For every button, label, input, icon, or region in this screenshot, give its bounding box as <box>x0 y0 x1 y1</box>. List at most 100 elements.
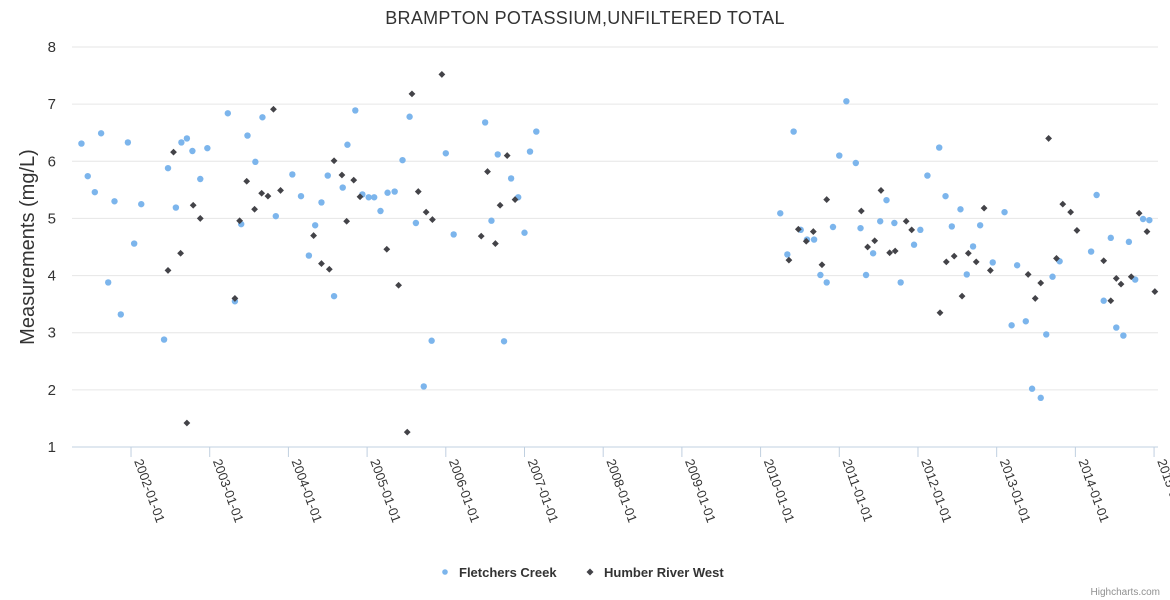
data-point[interactable] <box>311 222 319 229</box>
data-point[interactable] <box>1087 248 1095 255</box>
data-point[interactable] <box>252 158 259 166</box>
data-point[interactable] <box>1146 216 1153 224</box>
data-point[interactable] <box>972 258 980 266</box>
data-point[interactable] <box>172 204 180 211</box>
data-point[interactable] <box>1037 279 1045 287</box>
data-point[interactable] <box>908 226 916 234</box>
data-point[interactable] <box>871 237 879 245</box>
data-point[interactable] <box>164 164 172 172</box>
data-point[interactable] <box>857 224 864 232</box>
data-point[interactable] <box>1117 280 1125 288</box>
data-point[interactable] <box>204 144 211 152</box>
data-point[interactable] <box>891 247 899 255</box>
data-point[interactable] <box>428 337 435 344</box>
data-point[interactable] <box>1131 276 1139 283</box>
data-point[interactable] <box>1100 297 1107 304</box>
data-point[interactable] <box>310 232 317 239</box>
data-point[interactable] <box>777 210 784 217</box>
data-point[interactable] <box>936 309 944 317</box>
data-point[interactable] <box>843 98 850 105</box>
data-point[interactable] <box>948 223 956 230</box>
data-point[interactable] <box>391 188 398 195</box>
data-point[interactable] <box>869 250 877 257</box>
data-point[interactable] <box>790 128 797 135</box>
data-point[interactable] <box>488 217 495 224</box>
data-point[interactable] <box>1013 262 1021 269</box>
data-point[interactable] <box>785 256 793 264</box>
data-point[interactable] <box>963 271 970 278</box>
data-point[interactable] <box>164 267 172 274</box>
data-point[interactable] <box>236 217 244 225</box>
data-point[interactable] <box>1053 255 1060 262</box>
data-point[interactable] <box>477 232 485 240</box>
data-point[interactable] <box>794 225 802 233</box>
data-point[interactable] <box>521 229 528 236</box>
data-point[interactable] <box>117 311 124 318</box>
data-point[interactable] <box>289 171 296 178</box>
data-point[interactable] <box>507 175 515 182</box>
credits-link[interactable]: Highcharts.com <box>1091 587 1160 598</box>
data-point[interactable] <box>823 196 831 203</box>
data-point[interactable] <box>178 139 185 146</box>
data-point[interactable] <box>877 218 884 225</box>
data-point[interactable] <box>183 419 191 427</box>
data-point[interactable] <box>810 236 818 243</box>
data-point[interactable] <box>1107 297 1115 305</box>
data-point[interactable] <box>957 206 964 213</box>
data-point[interactable] <box>500 338 508 345</box>
data-point[interactable] <box>356 193 364 201</box>
data-point[interactable] <box>111 198 118 205</box>
data-point[interactable] <box>1107 234 1114 242</box>
data-point[interactable] <box>305 252 313 259</box>
data-point[interactable] <box>258 189 266 197</box>
data-point[interactable] <box>829 223 837 231</box>
data-point[interactable] <box>886 249 894 257</box>
data-point[interactable] <box>395 281 402 289</box>
data-point[interactable] <box>496 201 504 209</box>
data-point[interactable] <box>809 228 817 235</box>
data-point[interactable] <box>243 177 251 185</box>
data-point[interactable] <box>784 251 791 258</box>
data-point[interactable] <box>924 172 931 179</box>
data-point[interactable] <box>818 261 826 269</box>
data-point[interactable] <box>910 241 918 248</box>
data-point[interactable] <box>259 114 266 121</box>
data-point[interactable] <box>352 107 359 114</box>
data-point[interactable] <box>442 150 450 157</box>
data-point[interactable] <box>1059 200 1067 208</box>
data-point[interactable] <box>399 156 406 164</box>
data-point[interactable] <box>224 110 232 117</box>
data-point[interactable] <box>189 201 197 209</box>
data-point[interactable] <box>97 130 105 137</box>
data-point[interactable] <box>377 207 384 215</box>
data-point[interactable] <box>251 205 258 213</box>
data-point[interactable] <box>969 243 977 250</box>
data-point[interactable] <box>270 105 277 113</box>
data-point[interactable] <box>318 199 325 206</box>
data-point[interactable] <box>1067 208 1075 216</box>
data-point[interactable] <box>406 113 413 120</box>
data-point[interactable] <box>1112 275 1120 282</box>
data-point[interactable] <box>403 428 411 436</box>
data-point[interactable] <box>124 139 132 146</box>
data-point[interactable] <box>231 295 239 302</box>
data-point[interactable] <box>324 172 331 179</box>
data-point[interactable] <box>1073 227 1081 234</box>
data-point[interactable] <box>383 245 391 253</box>
data-point[interactable] <box>160 336 168 343</box>
data-point[interactable] <box>1127 273 1135 281</box>
data-point[interactable] <box>318 260 325 267</box>
data-point[interactable] <box>883 196 890 204</box>
data-point[interactable] <box>1028 385 1036 392</box>
data-point[interactable] <box>370 194 378 201</box>
data-point[interactable] <box>950 252 958 260</box>
data-point[interactable] <box>420 383 427 390</box>
data-point[interactable] <box>503 152 511 159</box>
data-point[interactable] <box>365 194 372 201</box>
data-point[interactable] <box>902 217 910 225</box>
data-point[interactable] <box>450 231 457 238</box>
data-point[interactable] <box>491 240 499 247</box>
data-point[interactable] <box>1001 208 1008 216</box>
data-point[interactable] <box>1008 322 1015 329</box>
data-point[interactable] <box>244 132 251 139</box>
